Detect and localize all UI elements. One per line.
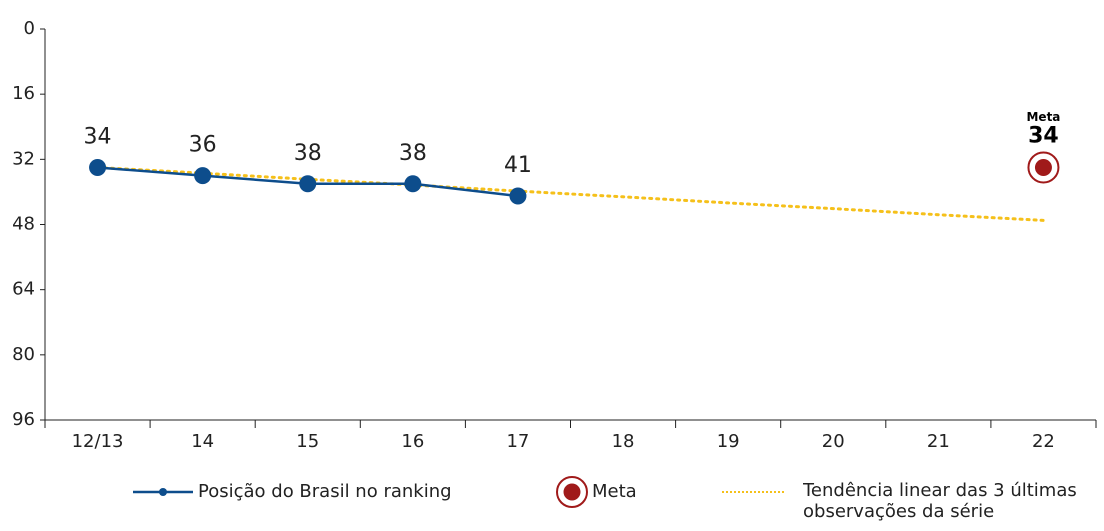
legend-meta-point [563,483,581,501]
x-tick-label: 16 [401,431,424,452]
legend-label: Tendência linear das 3 últimas observaçõ… [803,480,1077,522]
y-tick-label: 16 [12,83,35,104]
series-point [404,175,422,193]
series-point [509,187,527,205]
data-label: 34 [84,124,112,149]
x-tick-label: 12/13 [72,431,124,452]
x-tick-label: 18 [612,431,635,452]
series-point [299,175,317,193]
legend-label: Meta [592,481,637,502]
legend-label: Posição do Brasil no ranking [198,481,452,502]
y-tick-label: 80 [12,344,35,365]
x-tick-label: 14 [191,431,214,452]
legend-point [159,488,167,496]
y-tick-label: 32 [12,148,35,169]
data-label: 36 [189,133,217,158]
x-tick-label: 20 [822,431,845,452]
x-tick-label: 19 [717,431,740,452]
legend-trend-box: Tendência linear das 3 últimas observaçõ… [803,480,1077,522]
series-point [194,167,212,185]
x-tick-label: 17 [506,431,529,452]
data-label: 38 [294,141,322,166]
y-tick-label: 0 [24,18,35,39]
meta-annotation: Meta [1026,110,1060,124]
meta-point [1034,158,1052,176]
x-tick-label: 22 [1032,431,1055,452]
data-label: 38 [399,141,427,166]
trend-line [96,165,1045,222]
y-tick-label: 48 [12,214,35,235]
meta-value-label: 34 [1028,123,1059,148]
x-tick-label: 15 [296,431,319,452]
y-tick-label: 64 [12,279,35,300]
data-label: 41 [504,153,532,178]
y-tick-label: 96 [12,409,35,430]
x-tick-label: 21 [927,431,950,452]
series-point [89,158,107,176]
